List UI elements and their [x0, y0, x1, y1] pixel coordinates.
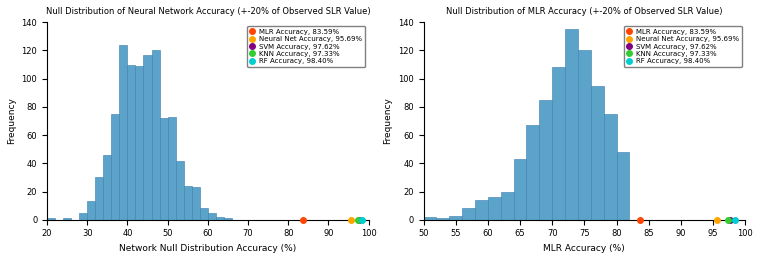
Legend: MLR Accuracy, 83.59%, Neural Net Accuracy, 95.69%, SVM Accuracy, 97.62%, KNN Acc: MLR Accuracy, 83.59%, Neural Net Accurac… [248, 26, 366, 67]
Bar [462, 209, 475, 220]
Bar [514, 159, 527, 220]
Bar [176, 160, 184, 220]
Bar [95, 178, 103, 220]
Bar [423, 217, 436, 220]
Bar [540, 100, 553, 220]
Bar [63, 218, 71, 220]
Bar [144, 55, 151, 220]
Bar [527, 125, 540, 220]
Bar [151, 50, 160, 220]
Bar [135, 66, 144, 220]
Bar [207, 213, 216, 220]
Bar [128, 64, 135, 220]
Bar [79, 213, 87, 220]
Title: Null Distribution of Neural Network Accuracy (+-20% of Observed SLR Value): Null Distribution of Neural Network Accu… [46, 7, 370, 16]
Bar [160, 118, 168, 220]
X-axis label: Network Null Distribution Accuracy (%): Network Null Distribution Accuracy (%) [119, 244, 296, 253]
Bar [224, 218, 232, 220]
Bar [87, 202, 95, 220]
Bar [475, 200, 488, 220]
Bar [501, 192, 514, 220]
Bar [47, 218, 55, 220]
Bar [111, 114, 119, 220]
Bar [192, 187, 200, 220]
Bar [119, 45, 128, 220]
Bar [200, 209, 207, 220]
Bar [449, 216, 462, 220]
X-axis label: MLR Accuracy (%): MLR Accuracy (%) [543, 244, 625, 253]
Bar [103, 155, 111, 220]
Bar [184, 186, 192, 220]
Legend: MLR Accuracy, 83.59%, Neural Net Accuracy, 95.69%, SVM Accuracy, 97.62%, KNN Acc: MLR Accuracy, 83.59%, Neural Net Accurac… [624, 26, 742, 67]
Title: Null Distribution of MLR Accuracy (+-20% of Observed SLR Value): Null Distribution of MLR Accuracy (+-20%… [446, 7, 723, 16]
Bar [603, 114, 616, 220]
Y-axis label: Frequency: Frequency [384, 98, 392, 145]
Bar [436, 218, 449, 220]
Bar [591, 86, 603, 220]
Y-axis label: Frequency: Frequency [7, 98, 16, 145]
Bar [216, 217, 224, 220]
Bar [578, 50, 591, 220]
Bar [616, 152, 629, 220]
Bar [168, 117, 176, 220]
Bar [565, 29, 578, 220]
Bar [488, 197, 501, 220]
Bar [553, 67, 565, 220]
